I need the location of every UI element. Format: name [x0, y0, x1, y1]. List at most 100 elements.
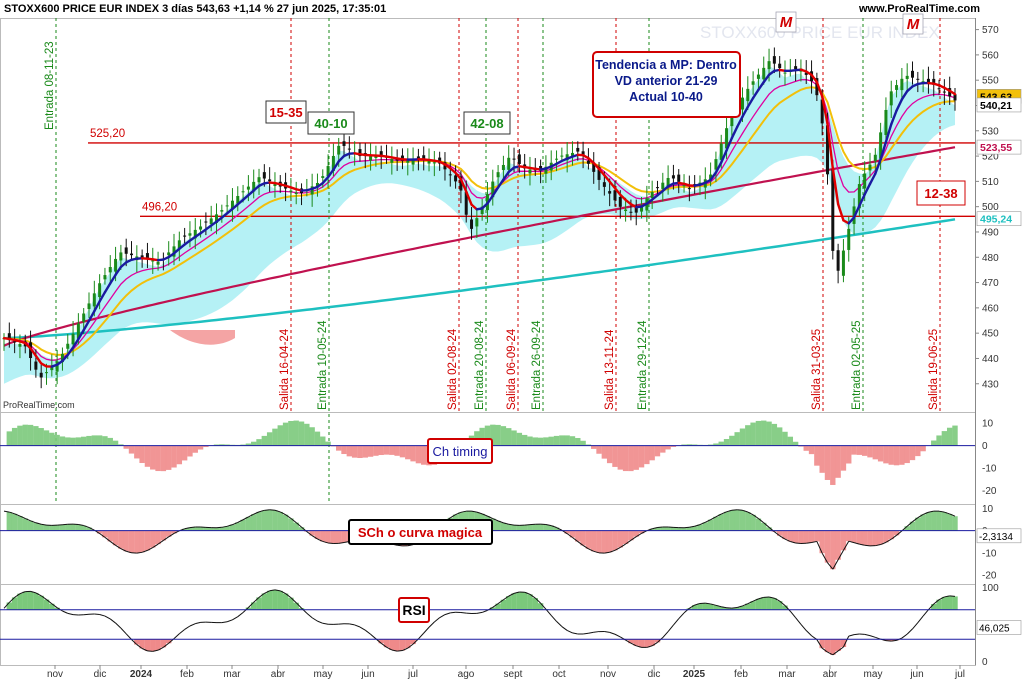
timing-bar [181, 445, 188, 461]
candle-body [289, 190, 293, 192]
rsi-line [636, 645, 642, 648]
y-tick-label: 430 [982, 379, 999, 390]
y-tick-label: 450 [982, 329, 999, 340]
magic-bar [118, 530, 124, 549]
candle-body [315, 182, 319, 188]
magic-line [163, 536, 169, 541]
timing-bar [197, 445, 204, 450]
timing-bar [17, 425, 23, 446]
rsi-line [418, 632, 425, 640]
magic-bar [638, 530, 645, 534]
panel3-value-box [976, 620, 1022, 635]
rsi-under [383, 639, 390, 648]
magic-line [104, 536, 111, 542]
rsi-over [33, 592, 39, 610]
rsi-line [423, 626, 430, 634]
timing-bar [75, 437, 82, 446]
timing-bar [665, 445, 671, 450]
rsi-line [184, 625, 191, 630]
timing-bar [628, 445, 634, 472]
fast-line-segment [87, 309, 96, 323]
event-label: Salida 19-06-25 [928, 329, 940, 410]
fast-line-segment [751, 88, 760, 100]
magic-bar [691, 526, 698, 531]
magic-bar [761, 522, 767, 531]
rsi-line [737, 605, 743, 608]
rsi-under [160, 639, 167, 648]
magic-line [295, 522, 302, 528]
magic-line [944, 511, 950, 515]
magic-bar [293, 522, 299, 531]
timing-bar [282, 422, 289, 446]
timing-bar [134, 445, 140, 459]
magic-line [35, 522, 42, 525]
timing-bar [861, 445, 868, 456]
magic-line [614, 547, 621, 551]
rsi-line [662, 631, 669, 638]
magic-line [157, 540, 164, 545]
magic-bar [601, 530, 608, 554]
timing-bar [192, 445, 198, 453]
x-tick-label: nov [600, 669, 616, 680]
magic-bar [277, 511, 283, 531]
tenkan-line [3, 79, 956, 361]
magic-bar [266, 509, 273, 531]
timing-bar [500, 426, 507, 446]
price-label-box [976, 97, 1022, 113]
rsi-under [819, 639, 825, 649]
rsi-line [322, 622, 329, 625]
candle-body [501, 164, 505, 171]
timing-bar [537, 437, 544, 446]
candle-body [236, 196, 240, 204]
timing-bar [320, 436, 326, 446]
candle-body [225, 205, 229, 207]
timing-bar [128, 445, 135, 454]
rsi-line [354, 624, 361, 628]
panel1-tick: 10 [982, 419, 994, 430]
magic-line [842, 540, 850, 551]
magic-line [481, 513, 488, 517]
rsi-over [256, 597, 262, 610]
magic-line [253, 511, 260, 515]
magic-line [726, 509, 732, 513]
timing-bar [203, 445, 209, 448]
magic-line [572, 537, 579, 542]
candle-body [427, 160, 431, 164]
rsi-under [150, 639, 156, 652]
rsi-line [651, 641, 658, 647]
timing-bar [718, 441, 724, 446]
info-box [592, 51, 741, 118]
rsi-over [288, 597, 294, 610]
rsi-over [298, 608, 305, 610]
panel3-label-box [398, 597, 430, 623]
timing-bar [909, 445, 916, 461]
timing-bar [846, 445, 852, 464]
timing-bar [139, 445, 145, 464]
timing-bar [792, 441, 799, 446]
candle-body [145, 253, 149, 260]
event-label: Entrada 08-11-23 [44, 41, 56, 130]
magic-bar [585, 530, 592, 549]
rsi-line [136, 644, 143, 649]
timing-bar [399, 445, 406, 458]
marker-M: M [780, 14, 793, 31]
magic-line [551, 525, 557, 528]
magic-bar [309, 530, 315, 536]
candle-body [932, 78, 936, 85]
candle-body [459, 176, 463, 191]
timing-bar [776, 427, 783, 446]
rsi-under [628, 639, 634, 644]
source-label: ProRealTime.com [3, 400, 75, 410]
rsi-over [511, 593, 517, 610]
candle-body [422, 155, 426, 160]
timing-bar [654, 445, 661, 457]
timing-bar [288, 420, 294, 446]
y-tick-label: 440 [982, 354, 999, 365]
fast-line-segment [826, 122, 835, 170]
candle-body [661, 182, 665, 189]
y-tick-label: 550 [982, 76, 999, 87]
fast-line-segment [66, 346, 75, 357]
candle-body [624, 209, 628, 212]
magic-bar [187, 527, 193, 531]
candle-body [130, 253, 134, 256]
